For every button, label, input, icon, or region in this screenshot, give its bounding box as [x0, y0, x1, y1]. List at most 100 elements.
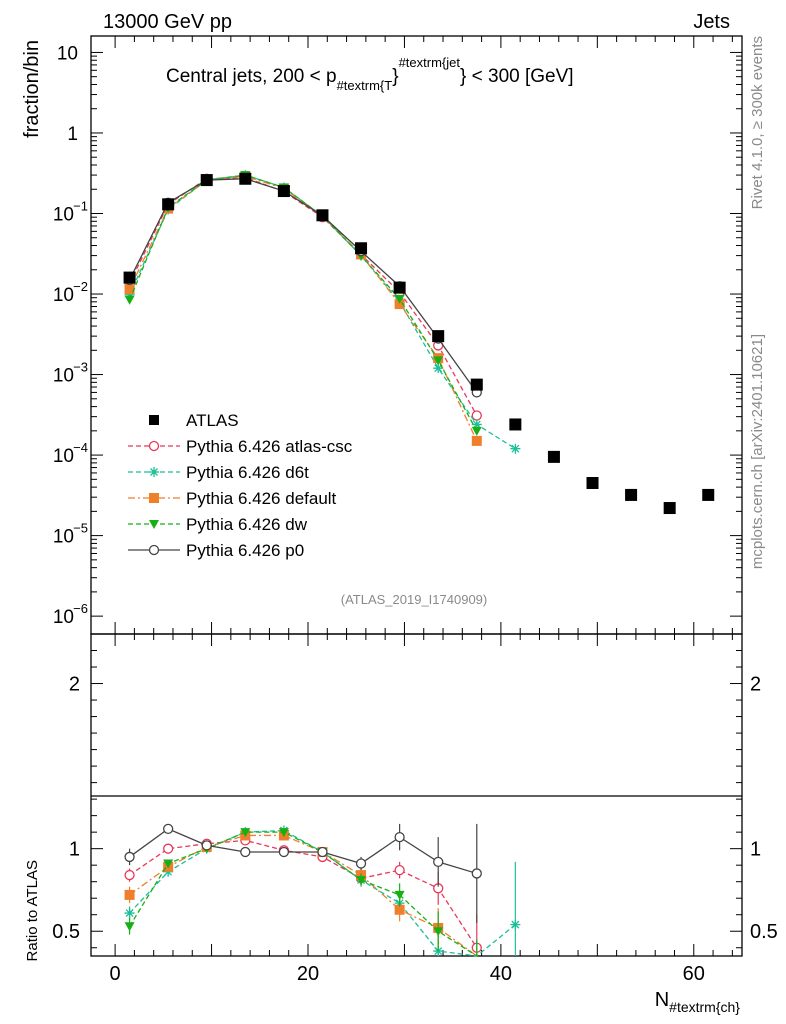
data-point-marker [394, 904, 405, 915]
energy-label: 13000 GeV pp [103, 11, 232, 33]
data-point-marker [240, 828, 251, 838]
y-tick-label-main: 10 [53, 607, 74, 628]
legend-label: Pythia 6.426 dw [186, 515, 308, 534]
series-line-ratio [129, 828, 477, 875]
y-tick-label-exponent: −1 [73, 198, 88, 213]
y-tick-label-base: 10 [53, 446, 74, 467]
data-point-marker [316, 209, 329, 222]
legend-entry: Pythia 6.426 default [128, 489, 337, 508]
y-tick-label-ratio-left: 1 [69, 839, 80, 861]
data-point-marker [470, 378, 483, 391]
data-point-marker [471, 410, 482, 421]
y-tick-label-main: 10 [57, 43, 78, 64]
y-tick-label-base: 10 [53, 204, 74, 225]
data-point-marker [148, 544, 160, 556]
legend-label: Pythia 6.426 default [186, 489, 337, 508]
y-tick-label-base: 10 [53, 366, 74, 387]
x-axis-label: N#textrm{ch} [655, 989, 741, 1015]
data-point-marker [148, 440, 160, 452]
series-line-main [128, 174, 478, 432]
y-tick-label-exponent: −3 [73, 360, 88, 375]
y-tick-label-ratio-right: 1 [750, 839, 761, 861]
data-point-marker [433, 356, 444, 366]
legend-entry: Pythia 6.426 dw [128, 515, 308, 534]
series-layer [123, 170, 715, 957]
data-point-marker [433, 927, 444, 937]
title-main-text: Central jets, 200 < p [166, 66, 337, 87]
data-point-marker [394, 299, 405, 310]
data-point-marker [200, 174, 213, 187]
y-tick-label-main: 10 [53, 527, 74, 548]
series-line-main [128, 176, 478, 416]
data-point-marker [394, 890, 405, 900]
series-line-main [128, 175, 478, 442]
svg-text:N#textrm{ch}: N#textrm{ch} [655, 989, 741, 1015]
data-point-marker [240, 846, 251, 858]
mcplots-side-label: mcplots.cern.ch [arXiv:2401.10621] [749, 334, 766, 569]
data-point-marker [394, 831, 405, 843]
title-subscript: #textrm{T [337, 78, 393, 93]
x-tick-label: 40 [490, 963, 512, 985]
y-tick-label-ratio-left: 0.5 [52, 921, 80, 943]
data-point-marker [393, 281, 406, 294]
data-point-marker [201, 840, 212, 851]
data-point-marker [394, 294, 405, 304]
x-axis-label-main: N [655, 989, 669, 1011]
series-pythia-6-426-atlas-csc [124, 172, 482, 956]
y-tick-label-exponent: −5 [73, 521, 88, 536]
data-point-marker [124, 922, 135, 932]
title-brace-2: } [460, 66, 466, 87]
rivet-side-label: Rivet 4.1.0, ≥ 300k events [749, 36, 766, 209]
series-pythia-6-426-default [124, 171, 482, 957]
data-point-marker [162, 198, 175, 211]
data-point-marker [510, 443, 521, 454]
svg-text:Central jets, 200 < p#textrm{T: Central jets, 200 < p#textrm{T}#textrm{j… [166, 55, 574, 93]
series-pythia-6-426-dw [124, 171, 482, 957]
data-point-marker [163, 859, 174, 869]
plot-title: Central jets, 200 < p#textrm{T}#textrm{j… [166, 55, 574, 93]
title-brace-1: } [392, 66, 398, 87]
title-superscript: #textrm{jet [399, 55, 461, 70]
y-tick-label-main: 1 [67, 124, 78, 145]
data-point-marker [163, 843, 174, 854]
y-tick-label-ratio-right: 0.5 [750, 921, 778, 943]
y-tick-label-base: 10 [53, 285, 74, 306]
y-tick-label-exponent: −4 [73, 440, 88, 455]
y-tick-label-ratio-right: 2 [750, 674, 761, 696]
data-point-marker [124, 851, 135, 863]
main-y-axis-label: fraction/bin [21, 40, 43, 138]
data-point-marker [509, 418, 522, 431]
legend-label: Pythia 6.426 atlas-csc [186, 437, 353, 456]
data-point-marker [277, 185, 290, 198]
data-point-marker [149, 520, 159, 529]
y-tick-label-base: 10 [53, 607, 74, 628]
data-point-marker [471, 419, 482, 430]
data-point-marker [123, 271, 136, 284]
data-point-marker [433, 363, 444, 374]
data-point-marker [124, 889, 135, 900]
data-point-marker [702, 488, 715, 501]
data-point-marker [124, 284, 135, 295]
data-point-marker [625, 488, 638, 501]
title-rest-text: < 300 [GeV] [466, 66, 573, 87]
y-tick-label-exponent: −2 [73, 279, 88, 294]
legend-label: Pythia 6.426 d6t [186, 463, 309, 482]
data-point-marker [471, 868, 482, 879]
series-line-main [128, 178, 478, 393]
data-point-marker [471, 426, 482, 436]
series-pythia-6-426-d6t [124, 170, 521, 957]
data-point-marker [663, 502, 676, 515]
data-point-marker [394, 864, 405, 876]
legend: ATLAS Pythia 6.426 atlas-csc Pythia 6.426 … [128, 411, 353, 560]
data-point-marker [124, 289, 135, 300]
legend-entry: ATLAS [149, 411, 239, 430]
y-tick-label-main: 10 [53, 204, 74, 225]
series-line-ratio [129, 834, 478, 957]
series-line-ratio [129, 831, 478, 957]
data-point-marker [355, 242, 368, 255]
legend-label: ATLAS [186, 411, 239, 430]
data-point-marker [317, 846, 328, 858]
data-point-marker [433, 856, 444, 868]
series-line-main [128, 174, 516, 450]
